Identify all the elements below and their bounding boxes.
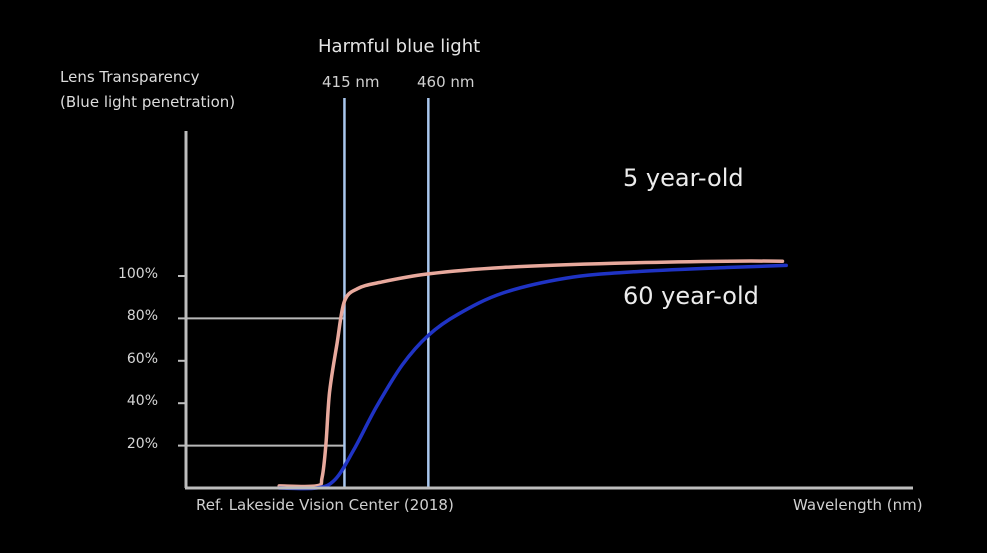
band-title: Harmful blue light [318, 36, 481, 57]
series-label-5-year-old: 5 year-old [623, 164, 744, 192]
y-tick-label-20: 20% [126, 435, 158, 452]
y-tick-label-100: 100% [117, 266, 158, 282]
band-left-label: 415 nm [322, 73, 380, 91]
series-line-5-year-old [277, 259, 785, 489]
y-tick-label-40: 40% [126, 393, 158, 410]
y-axis-label-line2: (Blue light penetration) [60, 93, 236, 111]
y-axis-label-line1: Lens Transparency [60, 68, 200, 86]
series-label-60-year-old: 60 year-old [623, 282, 759, 310]
band-right-label: 460 nm [417, 73, 475, 91]
y-tick-label-60: 60% [126, 350, 158, 367]
x-axis-label: Wavelength (nm) [793, 496, 923, 514]
series-line-60-year-old [277, 263, 788, 491]
y-tick-label-80: 80% [126, 308, 158, 325]
source-note: Ref. Lakeside Vision Center (2018) [196, 496, 454, 514]
